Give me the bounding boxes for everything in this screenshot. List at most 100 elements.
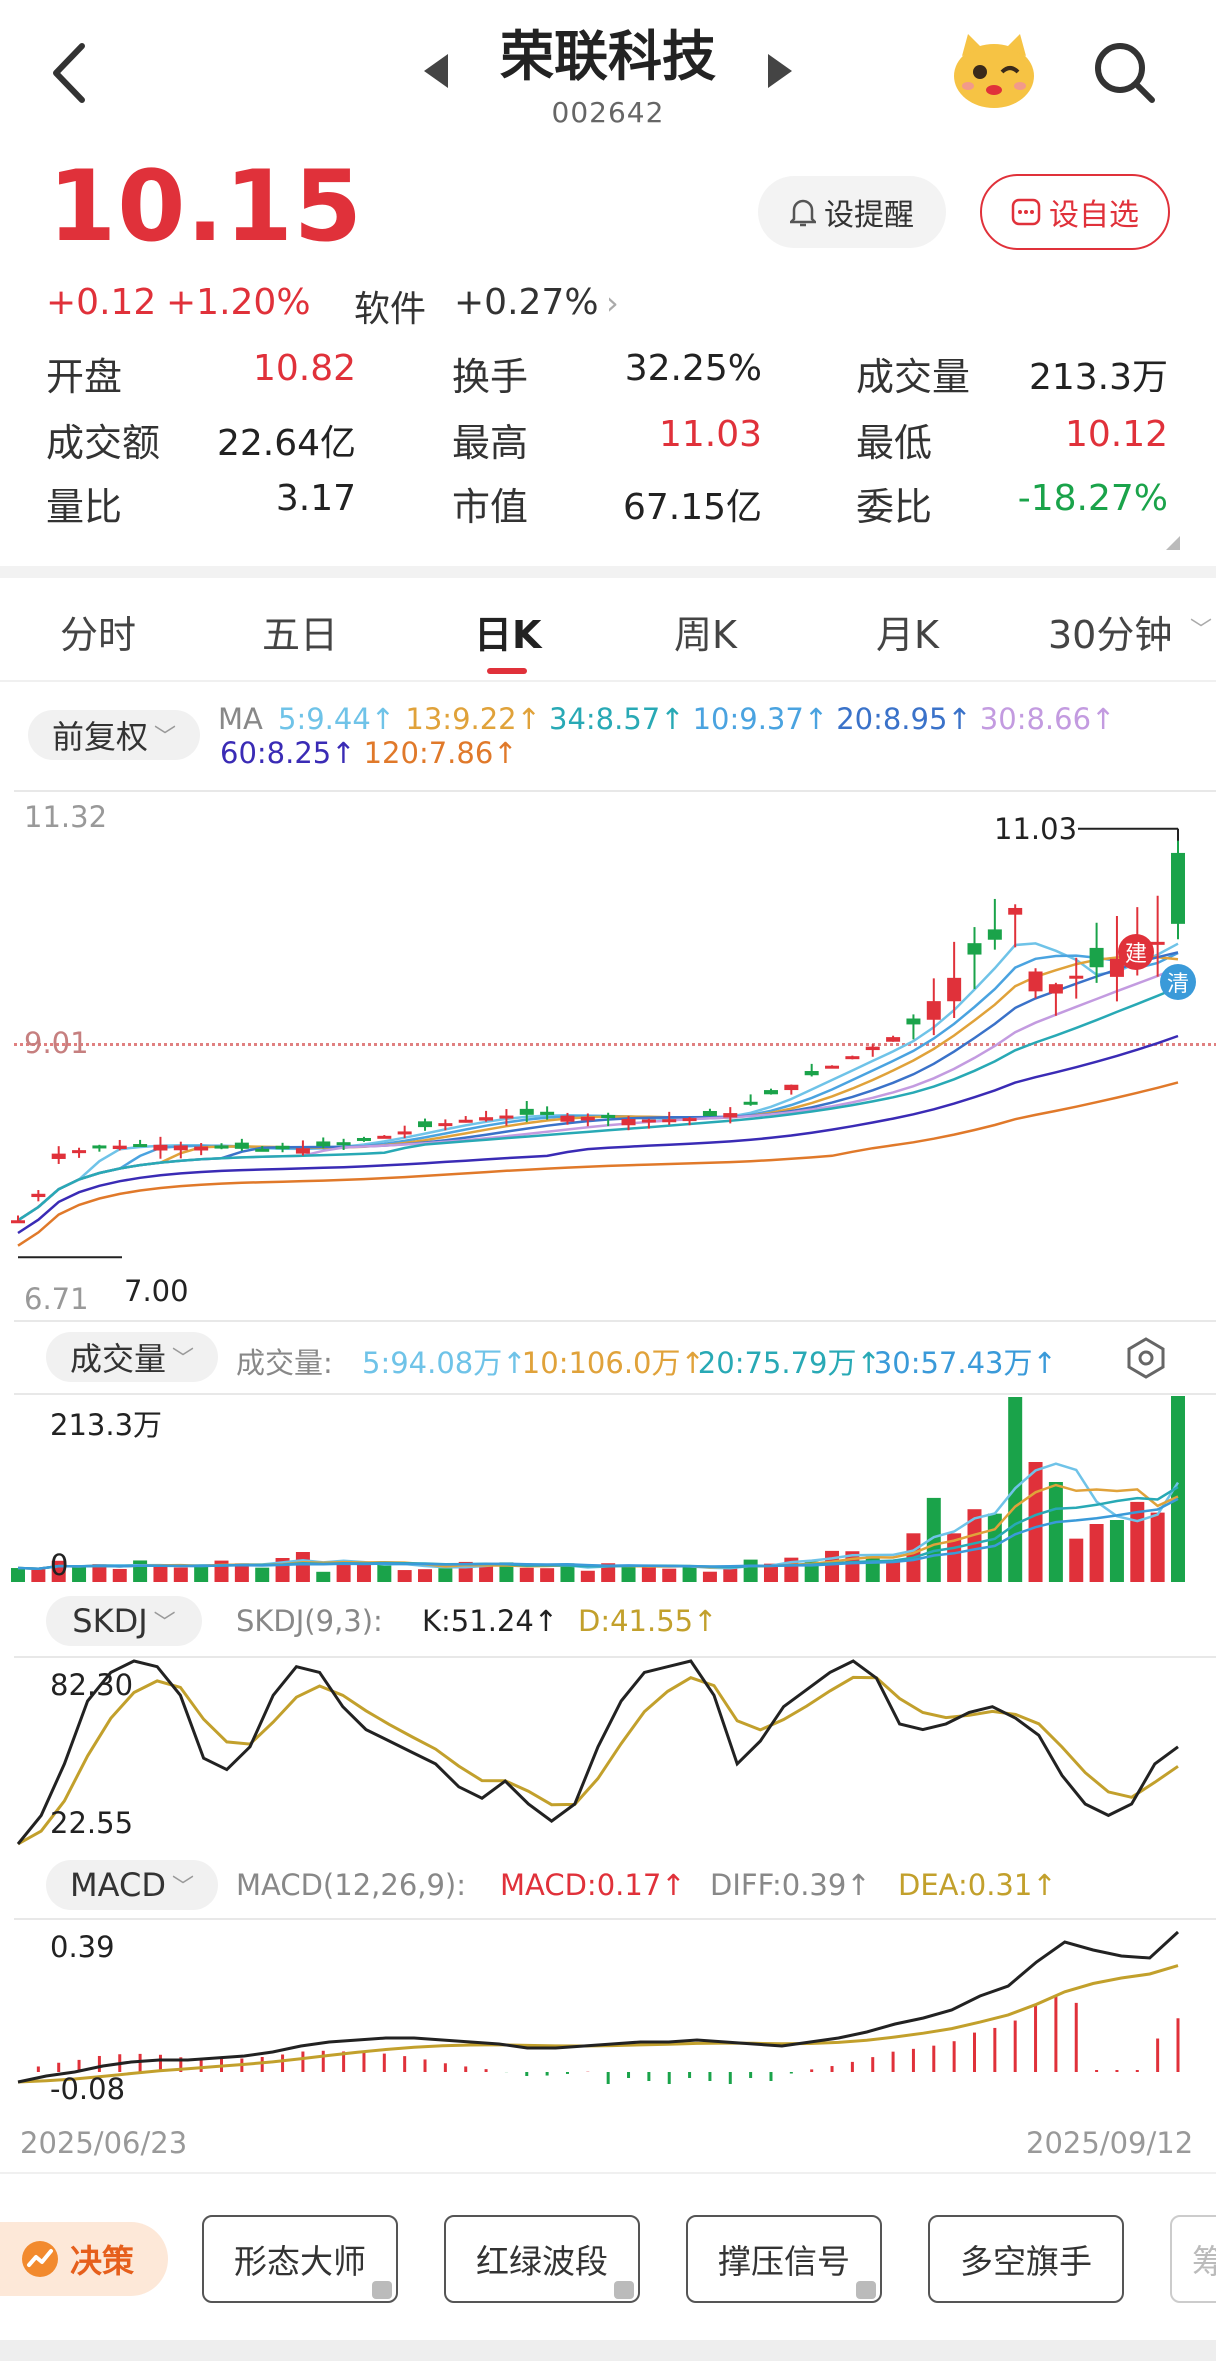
volume-bar xyxy=(763,1563,778,1582)
volume-bar xyxy=(702,1571,717,1582)
skdj-dropdown[interactable]: SKDJ ﹀ xyxy=(46,1596,202,1646)
volume-bar xyxy=(1109,1520,1124,1582)
adjust-label: 前复权 xyxy=(51,718,148,756)
tab-3[interactable]: 周K xyxy=(674,613,737,657)
stat-label: 换手 xyxy=(452,355,529,399)
macd-chart[interactable] xyxy=(0,1920,1216,2112)
tab-1[interactable]: 五日 xyxy=(262,613,339,657)
candle-body xyxy=(214,1145,229,1149)
volume-chart[interactable] xyxy=(0,1394,1216,1586)
tool-label: 多空旗手 xyxy=(960,2242,1092,2281)
chevron-down-icon[interactable]: ﹀ xyxy=(1190,618,1213,643)
search-icon[interactable] xyxy=(1090,38,1160,108)
volume-ma-line xyxy=(17,1485,1179,1570)
tool-more[interactable]: 筹 xyxy=(1170,2215,1216,2303)
candle-body xyxy=(295,1148,310,1154)
date-end: 2025/09/12 xyxy=(1026,2126,1194,2160)
next-stock-icon[interactable] xyxy=(768,54,792,88)
expand-corner-icon[interactable] xyxy=(1166,536,1180,550)
tool-support-resistance[interactable]: 撑压信号 xyxy=(686,2215,882,2303)
volume-top-label: 213.3万 xyxy=(50,1408,163,1442)
bell-icon xyxy=(790,199,816,227)
candle-body xyxy=(723,1113,738,1118)
legend-item: 34:8.57↑ xyxy=(549,702,685,736)
volume-bar xyxy=(1171,1396,1185,1582)
add-watchlist-button[interactable]: 设自选 xyxy=(980,174,1170,250)
decision-button[interactable]: 决策 xyxy=(0,2222,168,2296)
volume-bar xyxy=(479,1564,494,1582)
prev-stock-icon[interactable] xyxy=(424,54,448,88)
clear-signal-tag[interactable]: 清 xyxy=(1160,964,1196,1000)
mascot-icon[interactable] xyxy=(948,30,1040,112)
ma-prefix: MA xyxy=(218,702,263,736)
volume-bar xyxy=(72,1567,87,1582)
candle-body xyxy=(11,1220,25,1224)
candle-body xyxy=(255,1148,270,1152)
volume-dropdown[interactable]: 成交量 ﹀ xyxy=(46,1332,218,1382)
volume-bar xyxy=(11,1568,25,1582)
candle-body xyxy=(926,1001,941,1020)
tool-label: 形态大师 xyxy=(234,2242,366,2281)
stat-value: 213.3万 xyxy=(1028,357,1168,398)
skdj-top-label: 82.30 xyxy=(50,1668,134,1702)
kline-top-border xyxy=(14,790,1216,792)
tool-red-green-band[interactable]: 红绿波段 xyxy=(444,2215,640,2303)
tool-pattern-master[interactable]: 形态大师 xyxy=(202,2215,398,2303)
stat-label: 最低 xyxy=(856,421,933,465)
ma-line xyxy=(17,986,1179,1222)
settings-hexagon-icon[interactable] xyxy=(1124,1336,1168,1380)
volume-bar xyxy=(153,1566,168,1582)
section-divider xyxy=(0,566,1216,578)
buy-signal-tag[interactable]: 建 xyxy=(1118,934,1154,970)
volume-bar xyxy=(560,1563,575,1582)
chevron-down-icon: ﹀ xyxy=(171,1875,194,1900)
back-arrow-icon[interactable] xyxy=(40,38,100,108)
candle-body xyxy=(1150,941,1165,945)
skdj-bottom-label: 22.55 xyxy=(50,1806,134,1840)
skdj-label: SKDJ(9,3): xyxy=(236,1604,383,1638)
tool-long-short[interactable]: 多空旗手 xyxy=(928,2215,1124,2303)
set-alert-button[interactable]: 设提醒 xyxy=(758,176,946,248)
candle-body xyxy=(133,1144,148,1148)
tab-0[interactable]: 分时 xyxy=(60,613,137,657)
candle-body xyxy=(519,1108,534,1115)
candle-body xyxy=(743,1101,758,1105)
kline-chart[interactable] xyxy=(0,790,1216,1320)
macd-dropdown[interactable]: MACD ﹀ xyxy=(46,1860,218,1910)
adjust-dropdown[interactable]: 前复权 ﹀ xyxy=(28,710,200,760)
candle-body xyxy=(825,1065,840,1069)
legend-item: 5:9.44↑ xyxy=(278,702,396,736)
legend-item: 20:75.79万↑ xyxy=(697,1346,881,1380)
tab-4[interactable]: 月K xyxy=(876,613,939,657)
stat-value: 3.17 xyxy=(275,478,356,519)
volume-top-border xyxy=(14,1320,1216,1322)
candle-body xyxy=(906,1018,921,1025)
stat-label: 最高 xyxy=(452,421,529,465)
volume-bar xyxy=(234,1563,249,1582)
volume-zero-label: 0 xyxy=(50,1548,69,1582)
candle-body xyxy=(601,1114,616,1119)
candle-body xyxy=(234,1142,249,1149)
set-alert-label: 设提醒 xyxy=(824,198,914,233)
legend-item: 10:106.0万↑ xyxy=(521,1346,705,1380)
candle-body xyxy=(479,1117,494,1121)
candle-body xyxy=(1048,984,1063,994)
candle-body xyxy=(153,1144,168,1151)
sector-change[interactable]: +0.27% xyxy=(454,282,599,323)
chevron-right-icon[interactable]: › xyxy=(606,284,619,322)
tab-5[interactable]: 30分钟 xyxy=(1048,613,1173,657)
candle-body xyxy=(1069,975,1084,979)
lock-icon xyxy=(372,2281,392,2299)
volume-ma-line xyxy=(17,1497,1179,1570)
skdj-chart[interactable] xyxy=(0,1658,1216,1846)
sector-name[interactable]: 软件 xyxy=(354,289,427,330)
ma-line xyxy=(17,1034,1179,1235)
candle-body xyxy=(51,1153,66,1159)
price-change: +0.12 xyxy=(46,282,157,323)
volume-bar xyxy=(173,1567,188,1582)
volume-bar xyxy=(825,1550,840,1582)
ma-line xyxy=(17,966,1179,1222)
candle-body xyxy=(804,1071,819,1076)
tab-2[interactable]: 日K xyxy=(474,613,542,657)
candle-body xyxy=(967,943,982,955)
